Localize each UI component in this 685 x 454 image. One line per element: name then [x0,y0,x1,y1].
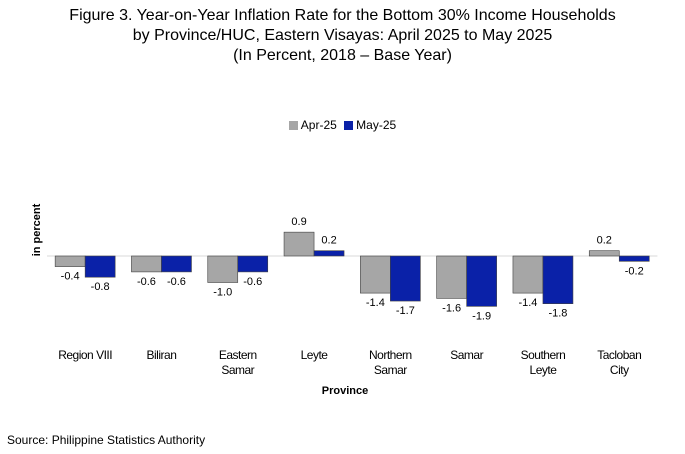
legend: Apr-25 May-25 [0,118,685,133]
bar-apr-1 [131,255,162,273]
data-label-may-7: -0.2 [625,265,644,277]
data-label-apr-5: -1.6 [442,302,461,314]
x-tick-label-6: Southern [521,348,566,362]
data-label-apr-3: 0.9 [291,216,306,228]
bar-may-0 [84,255,116,278]
data-label-apr-6: -1.4 [518,297,537,309]
data-label-may-2: -0.6 [243,276,262,288]
data-label-apr-0: -0.4 [61,271,80,283]
data-label-may-3: 0.2 [321,235,336,247]
data-label-may-6: -1.8 [548,308,567,320]
data-label-may-5: -1.9 [472,310,491,322]
x-tick-label-1: Biliran [147,348,177,362]
title-line-2: by Province/HUC, Eastern Visayas: April … [132,27,553,44]
x-tick-label-7: Tacloban [597,348,641,362]
x-tick-label-2: Eastern [219,348,257,362]
bar-may-3 [313,250,345,257]
legend-swatch-may [344,120,354,130]
data-label-apr-2: -1.0 [213,287,232,299]
bar-apr-0 [54,255,86,267]
bar-apr-5 [436,255,467,299]
data-label-apr-4: -1.4 [366,297,385,309]
x-tick-label-0: Region VIII [58,348,112,362]
legend-item-apr: Apr-25 [288,118,337,132]
x-axis-title: Province [322,385,368,397]
data-label-apr-7: 0.2 [597,235,612,247]
x-tick-label-6-line2: Leyte [530,363,558,377]
bar-apr-7 [588,250,620,257]
bar-apr-2 [207,255,239,283]
chart-title: Figure 3. Year-on-Year Inflation Rate fo… [0,6,685,66]
bar-may-1 [161,255,192,273]
x-tick-label-4-line2: Samar [374,363,407,377]
data-label-apr-1: -0.6 [137,276,156,288]
title-line-3: (In Percent, 2018 – Base Year) [233,47,452,64]
bar-may-7 [618,255,650,262]
legend-label-apr: Apr-25 [300,118,337,132]
legend-label-may: May-25 [356,118,397,132]
data-label-may-1: -0.6 [167,276,186,288]
bar-may-2 [237,255,269,273]
x-tick-label-7-line2: City [610,363,629,377]
legend-item-may: May-25 [344,118,396,132]
legend-swatch-apr [288,120,298,130]
data-label-may-0: -0.8 [91,281,110,293]
title-line-1: Figure 3. Year-on-Year Inflation Rate fo… [69,7,616,24]
source-note: Source: Philippine Statistics Authority [7,433,206,447]
bar-may-4 [390,255,421,302]
bar-may-5 [466,255,497,307]
y-axis-title: in percent [31,203,43,256]
bar-may-6 [542,255,574,305]
x-tick-label-3: Leyte [301,348,329,362]
bar-apr-6 [512,255,544,294]
data-label-may-4: -1.7 [396,305,415,317]
bar-apr-4 [360,255,391,294]
bar-apr-3 [283,231,315,257]
x-tick-label-4: Northern [369,348,412,362]
x-tick-label-2-line2: Samar [221,363,254,377]
x-tick-label-5: Samar [450,348,483,362]
